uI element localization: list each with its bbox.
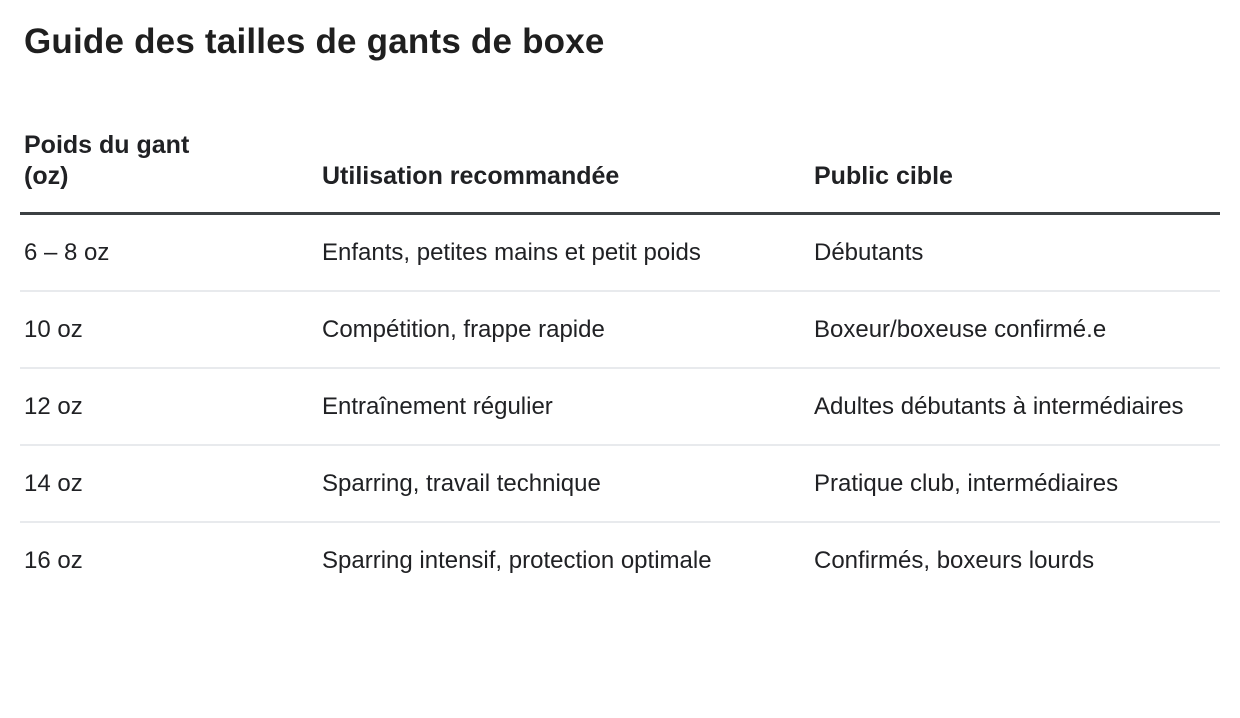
cell-usage-text: Compétition, frappe rapide bbox=[322, 316, 605, 343]
cell-audience: Pratique club, intermédiaires bbox=[814, 445, 1220, 522]
cell-usage-text: Sparring, travail technique bbox=[322, 470, 601, 497]
cell-usage: Sparring intensif, protection optimale bbox=[322, 522, 814, 598]
col-header-weight-label: Poids du gant (oz) bbox=[24, 131, 190, 190]
page-title: Guide des tailles de gants de boxe bbox=[24, 22, 605, 61]
cell-weight: 10 oz bbox=[20, 291, 322, 368]
cell-audience: Débutants bbox=[814, 214, 1220, 292]
table-header-row: Poids du gant (oz) Utilisation recommand… bbox=[20, 130, 1220, 214]
col-header-weight: Poids du gant (oz) bbox=[20, 130, 322, 214]
table-row: 6 – 8 oz Enfants, petites mains et petit… bbox=[20, 214, 1220, 292]
cell-weight-text: 6 – 8 oz bbox=[24, 239, 110, 266]
col-header-usage: Utilisation recommandée bbox=[322, 130, 814, 214]
table-row: 12 oz Entraînement régulier Adultes débu… bbox=[20, 368, 1220, 445]
glove-size-table: Poids du gant (oz) Utilisation recommand… bbox=[20, 130, 1220, 598]
col-header-audience-label: Public cible bbox=[814, 162, 953, 190]
cell-weight: 12 oz bbox=[20, 368, 322, 445]
cell-usage: Sparring, travail technique bbox=[322, 445, 814, 522]
cell-weight-text: 10 oz bbox=[24, 316, 83, 343]
cell-usage-text: Sparring intensif, protection optimale bbox=[322, 547, 712, 574]
cell-weight-text: 12 oz bbox=[24, 393, 83, 420]
cell-weight-text: 14 oz bbox=[24, 470, 83, 497]
cell-audience-text: Pratique club, intermédiaires bbox=[814, 470, 1119, 497]
cell-weight: 6 – 8 oz bbox=[20, 214, 322, 292]
cell-audience-text: Boxeur/boxeuse confirmé.e bbox=[814, 316, 1107, 343]
cell-weight: 14 oz bbox=[20, 445, 322, 522]
cell-usage: Compétition, frappe rapide bbox=[322, 291, 814, 368]
cell-audience: Boxeur/boxeuse confirmé.e bbox=[814, 291, 1220, 368]
table-row: 14 oz Sparring, travail technique Pratiq… bbox=[20, 445, 1220, 522]
cell-audience-text: Confirmés, boxeurs lourds bbox=[814, 547, 1095, 574]
cell-audience: Confirmés, boxeurs lourds bbox=[814, 522, 1220, 598]
cell-usage: Enfants, petites mains et petit poids bbox=[322, 214, 814, 292]
cell-audience: Adultes débutants à intermédiaires bbox=[814, 368, 1220, 445]
cell-usage-text: Enfants, petites mains et petit poids bbox=[322, 239, 701, 266]
cell-usage: Entraînement régulier bbox=[322, 368, 814, 445]
table-row: 10 oz Compétition, frappe rapide Boxeur/… bbox=[20, 291, 1220, 368]
table-row: 16 oz Sparring intensif, protection opti… bbox=[20, 522, 1220, 598]
cell-weight: 16 oz bbox=[20, 522, 322, 598]
cell-audience-text: Adultes débutants à intermédiaires bbox=[814, 393, 1184, 420]
cell-weight-text: 16 oz bbox=[24, 547, 83, 574]
col-header-audience: Public cible bbox=[814, 130, 1220, 214]
cell-usage-text: Entraînement régulier bbox=[322, 393, 553, 420]
cell-audience-text: Débutants bbox=[814, 239, 924, 266]
col-header-usage-label: Utilisation recommandée bbox=[322, 162, 620, 190]
